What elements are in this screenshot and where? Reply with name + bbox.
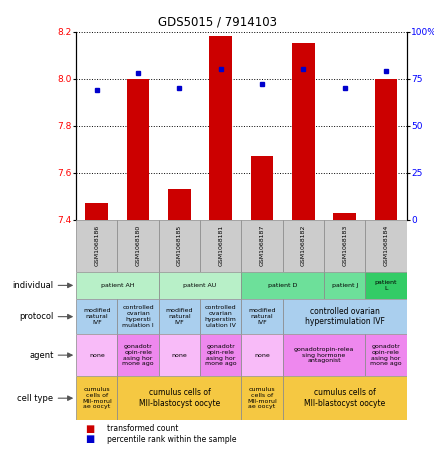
- Text: cell type: cell type: [17, 394, 53, 403]
- Bar: [209, 36, 232, 220]
- Text: agent: agent: [29, 351, 53, 360]
- Text: GSM1068182: GSM1068182: [300, 225, 305, 266]
- Text: controlled
ovarian
hyperstim
ulation IV: controlled ovarian hyperstim ulation IV: [204, 305, 236, 328]
- Text: cumulus cells of
MII-blastocyst oocyte: cumulus cells of MII-blastocyst oocyte: [138, 389, 220, 408]
- Bar: [200, 334, 241, 376]
- Text: gonadotr
opin-rele
asing hor
mone ago: gonadotr opin-rele asing hor mone ago: [369, 344, 401, 366]
- Bar: [282, 376, 406, 420]
- Bar: [158, 334, 200, 376]
- Bar: [241, 334, 282, 376]
- Bar: [332, 212, 355, 220]
- Text: none: none: [253, 352, 270, 358]
- Bar: [76, 334, 117, 376]
- Text: ■: ■: [85, 434, 94, 444]
- Bar: [241, 220, 282, 272]
- Text: controlled ovarian
hyperstimulation IVF: controlled ovarian hyperstimulation IVF: [304, 307, 384, 326]
- Text: GSM1068180: GSM1068180: [135, 225, 140, 266]
- Text: GSM1068185: GSM1068185: [177, 225, 181, 266]
- Bar: [168, 189, 191, 220]
- Bar: [117, 334, 158, 376]
- Bar: [323, 220, 365, 272]
- Text: none: none: [89, 352, 105, 358]
- Bar: [241, 299, 282, 334]
- Bar: [158, 299, 200, 334]
- Bar: [158, 272, 241, 299]
- Text: cumulus
cells of
MII-morul
ae oocyt: cumulus cells of MII-morul ae oocyt: [82, 387, 112, 410]
- Bar: [76, 376, 117, 420]
- Text: cumulus cells of
MII-blastocyst oocyte: cumulus cells of MII-blastocyst oocyte: [303, 389, 385, 408]
- Text: patient AU: patient AU: [183, 283, 216, 288]
- Text: modified
natural
IVF: modified natural IVF: [248, 308, 275, 325]
- Bar: [374, 79, 397, 220]
- Text: ■: ■: [85, 424, 94, 434]
- Text: protocol: protocol: [19, 312, 53, 321]
- Text: GSM1068183: GSM1068183: [342, 225, 346, 266]
- Bar: [241, 272, 323, 299]
- Bar: [365, 334, 406, 376]
- Text: none: none: [171, 352, 187, 358]
- Text: gonadotropin-relea
sing hormone
antagonist: gonadotropin-relea sing hormone antagoni…: [293, 347, 353, 363]
- Bar: [241, 376, 282, 420]
- Bar: [117, 376, 241, 420]
- Bar: [365, 220, 406, 272]
- Text: modified
natural
IVF: modified natural IVF: [165, 308, 193, 325]
- Text: GSM1068181: GSM1068181: [218, 225, 223, 266]
- Text: individual: individual: [12, 281, 53, 290]
- Text: patient
L: patient L: [374, 280, 396, 291]
- Text: GDS5015 / 7914103: GDS5015 / 7914103: [158, 16, 276, 29]
- Text: GSM1068187: GSM1068187: [259, 225, 264, 266]
- Bar: [365, 272, 406, 299]
- Text: GSM1068184: GSM1068184: [383, 225, 388, 266]
- Bar: [117, 299, 158, 334]
- Bar: [126, 79, 149, 220]
- Text: cumulus
cells of
MII-morul
ae oocyt: cumulus cells of MII-morul ae oocyt: [247, 387, 276, 410]
- Bar: [250, 156, 273, 220]
- Text: GSM1068186: GSM1068186: [94, 225, 99, 266]
- Bar: [85, 203, 108, 220]
- Bar: [76, 220, 117, 272]
- Text: patient D: patient D: [267, 283, 297, 288]
- Text: patient AH: patient AH: [100, 283, 134, 288]
- Text: controlled
ovarian
hypersti
mulation I: controlled ovarian hypersti mulation I: [122, 305, 154, 328]
- Bar: [282, 220, 323, 272]
- Text: percentile rank within the sample: percentile rank within the sample: [106, 435, 236, 444]
- Bar: [200, 299, 241, 334]
- Text: patient J: patient J: [331, 283, 357, 288]
- Bar: [282, 299, 406, 334]
- Bar: [76, 272, 158, 299]
- Text: gonadotr
opin-rele
asing hor
mone ago: gonadotr opin-rele asing hor mone ago: [204, 344, 236, 366]
- Text: transformed count: transformed count: [106, 424, 178, 433]
- Bar: [200, 220, 241, 272]
- Bar: [323, 272, 365, 299]
- Bar: [76, 299, 117, 334]
- Text: gonadotr
opin-rele
asing hor
mone ago: gonadotr opin-rele asing hor mone ago: [122, 344, 154, 366]
- Text: modified
natural
IVF: modified natural IVF: [83, 308, 110, 325]
- Bar: [158, 220, 200, 272]
- Bar: [282, 334, 365, 376]
- Bar: [291, 43, 314, 220]
- Bar: [117, 220, 158, 272]
